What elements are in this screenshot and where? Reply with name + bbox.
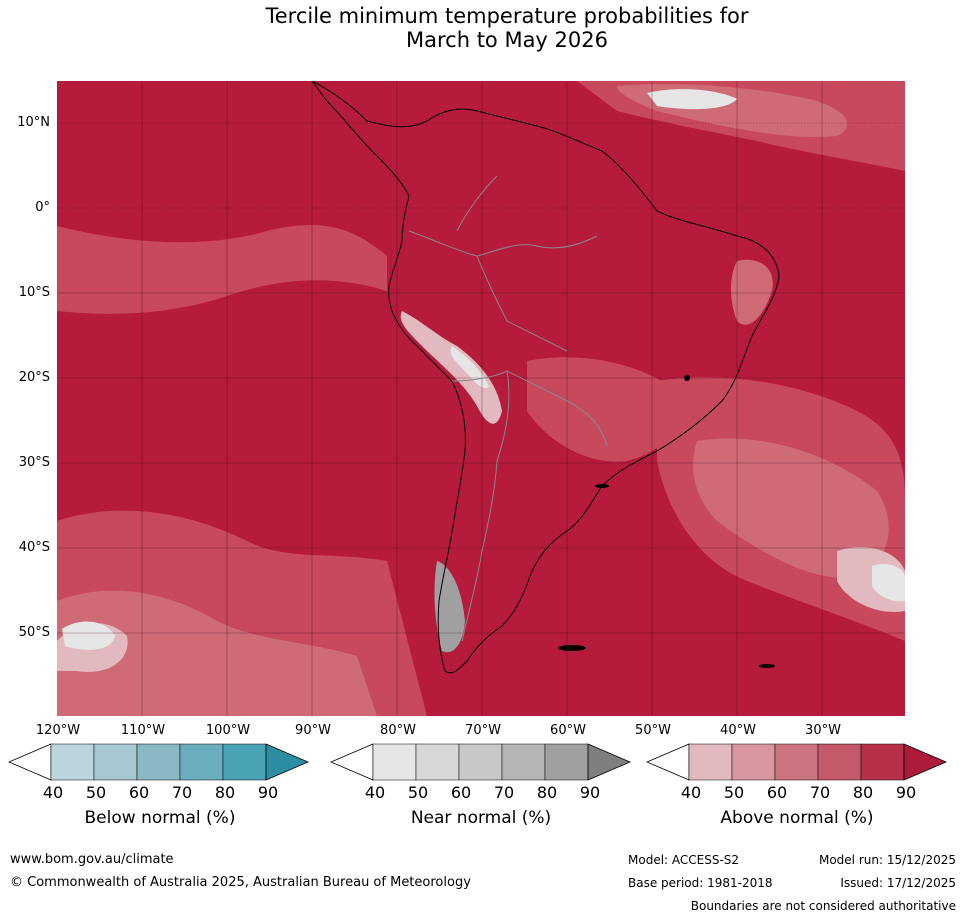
south-atlantic-lighter-zone xyxy=(693,438,889,578)
atlantic-near-normal-patch xyxy=(872,564,905,602)
footer-disclaimer: Boundaries are not considered authoritat… xyxy=(690,899,956,913)
probability-map xyxy=(57,81,905,716)
lat-label-40s: 40°S xyxy=(18,540,50,555)
cbar-tick: 70 xyxy=(809,783,831,802)
above-normal-label: Above normal (%) xyxy=(720,808,874,828)
east-pacific-lighter-band xyxy=(57,225,387,314)
brazil-coast-light-band xyxy=(731,259,773,325)
lon-label-120w: 120°W xyxy=(35,723,81,738)
pacific-near-normal-patch xyxy=(62,621,115,650)
colorbar-extend-low xyxy=(646,743,690,781)
country-borders xyxy=(408,175,608,642)
footer-copyright: © Commonwealth of Australia 2025, Austra… xyxy=(10,875,471,890)
lon-label-100w: 100°W xyxy=(205,723,251,738)
graticule xyxy=(57,81,905,716)
colorbar-segment xyxy=(860,743,905,781)
lon-label-80w: 80°W xyxy=(380,723,416,738)
cbar-tick: 70 xyxy=(493,783,515,802)
colorbar-segment xyxy=(415,743,460,781)
cbar-tick: 50 xyxy=(85,783,107,802)
colorbar-segment xyxy=(544,743,589,781)
lat-label-10n: 10°N xyxy=(17,115,50,130)
footer-url: www.bom.gov.au/climate xyxy=(10,852,174,867)
colorbar-extend-high xyxy=(265,743,310,781)
colorbar-segment xyxy=(731,743,776,781)
lon-label-60w: 60°W xyxy=(550,723,586,738)
colorbar-segment xyxy=(93,743,138,781)
colorbar-segment xyxy=(50,743,95,781)
colorbar-segment xyxy=(179,743,224,781)
map-title-line1: Tercile minimum temperature probabilitie… xyxy=(265,4,749,28)
lat-label-10s: 10°S xyxy=(18,285,50,300)
above-normal-colorbar xyxy=(646,743,948,781)
cbar-tick: 80 xyxy=(536,783,558,802)
map-title-line2: March to May 2026 xyxy=(406,28,608,52)
below-normal-colorbar xyxy=(8,743,310,781)
colorbar-extend-low xyxy=(330,743,374,781)
cbar-tick: 40 xyxy=(42,783,64,802)
colorbar-segment xyxy=(817,743,862,781)
north-atlantic-near-normal-patch xyxy=(647,89,737,110)
colorbar-extend-low xyxy=(8,743,52,781)
lon-label-70w: 70°W xyxy=(465,723,501,738)
colorbar-segment xyxy=(458,743,503,781)
colorbar-segment xyxy=(501,743,546,781)
cbar-tick: 60 xyxy=(450,783,472,802)
colorbar-segment xyxy=(774,743,819,781)
cbar-tick: 80 xyxy=(852,783,874,802)
cbar-tick: 90 xyxy=(895,783,917,802)
brazil-interior-lighter-zone xyxy=(527,357,680,462)
colorbar-extend-high xyxy=(903,743,948,781)
cbar-tick: 80 xyxy=(214,783,236,802)
map-title: Tercile minimum temperature probabilitie… xyxy=(0,4,965,52)
colorbar-segment xyxy=(372,743,417,781)
colorbar-segment xyxy=(222,743,267,781)
colorbar-extend-high xyxy=(587,743,632,781)
footer-base-period: Base period: 1981-2018 xyxy=(628,876,773,890)
andes-light-strip xyxy=(400,311,502,424)
cbar-tick: 60 xyxy=(128,783,150,802)
cbar-tick: 50 xyxy=(723,783,745,802)
colorbar-segment xyxy=(688,743,733,781)
colorbar-segment xyxy=(136,743,181,781)
footer-model: Model: ACCESS-S2 xyxy=(628,853,740,867)
cbar-tick: 70 xyxy=(171,783,193,802)
near-normal-colorbar xyxy=(330,743,632,781)
lon-label-90w: 90°W xyxy=(295,723,331,738)
footer-model-run: Model run: 15/12/2025 xyxy=(818,853,956,867)
south-america-coastline xyxy=(311,81,780,674)
south-pacific-light-zone xyxy=(57,590,377,716)
lat-label-0: 0° xyxy=(35,200,50,215)
lat-label-30s: 30°S xyxy=(18,455,50,470)
footer-issued: Issued: 17/12/2025 xyxy=(840,876,956,890)
lat-label-20s: 20°S xyxy=(18,370,50,385)
islands xyxy=(558,375,775,668)
cbar-tick: 40 xyxy=(680,783,702,802)
lon-label-30w: 30°W xyxy=(805,723,841,738)
cbar-tick: 60 xyxy=(766,783,788,802)
lon-label-40w: 40°W xyxy=(720,723,756,738)
lon-label-110w: 110°W xyxy=(120,723,166,738)
lon-label-50w: 50°W xyxy=(635,723,671,738)
cbar-tick: 90 xyxy=(579,783,601,802)
near-normal-label: Near normal (%) xyxy=(410,808,552,828)
cbar-tick: 40 xyxy=(364,783,386,802)
lat-label-50s: 50°S xyxy=(18,625,50,640)
cbar-tick: 50 xyxy=(407,783,429,802)
cbar-tick: 90 xyxy=(257,783,279,802)
below-normal-label: Below normal (%) xyxy=(84,808,236,828)
